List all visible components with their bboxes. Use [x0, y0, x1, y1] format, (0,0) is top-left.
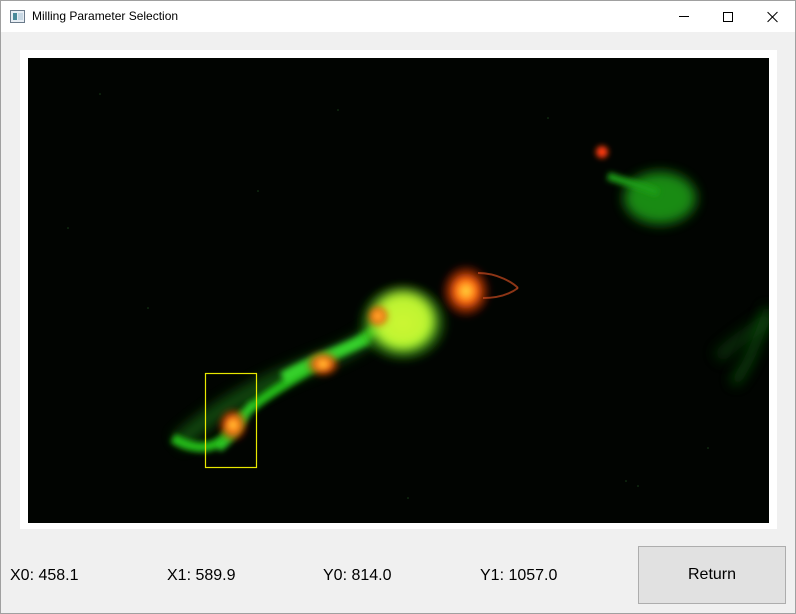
app-window-icon	[10, 10, 25, 23]
minimize-button[interactable]	[661, 1, 706, 32]
maximize-button[interactable]	[705, 1, 750, 32]
x0-readout: X0: 458.1	[10, 567, 79, 584]
minimize-icon	[678, 16, 689, 17]
title-bar[interactable]: Milling Parameter Selection	[1, 1, 795, 32]
return-button[interactable]: Return	[638, 546, 786, 604]
x1-readout: X1: 589.9	[167, 567, 236, 584]
image-view-frame	[20, 50, 777, 529]
close-icon	[767, 11, 779, 23]
y0-readout: Y0: 814.0	[323, 567, 392, 584]
window-title: Milling Parameter Selection	[32, 9, 179, 23]
close-button[interactable]	[750, 1, 795, 32]
fluorescence-image	[28, 58, 769, 523]
selection-rectangle[interactable]	[204, 372, 258, 469]
fluorescence-image-canvas[interactable]	[28, 58, 769, 523]
maximize-icon	[722, 11, 733, 22]
y1-readout: Y1: 1057.0	[480, 567, 558, 584]
